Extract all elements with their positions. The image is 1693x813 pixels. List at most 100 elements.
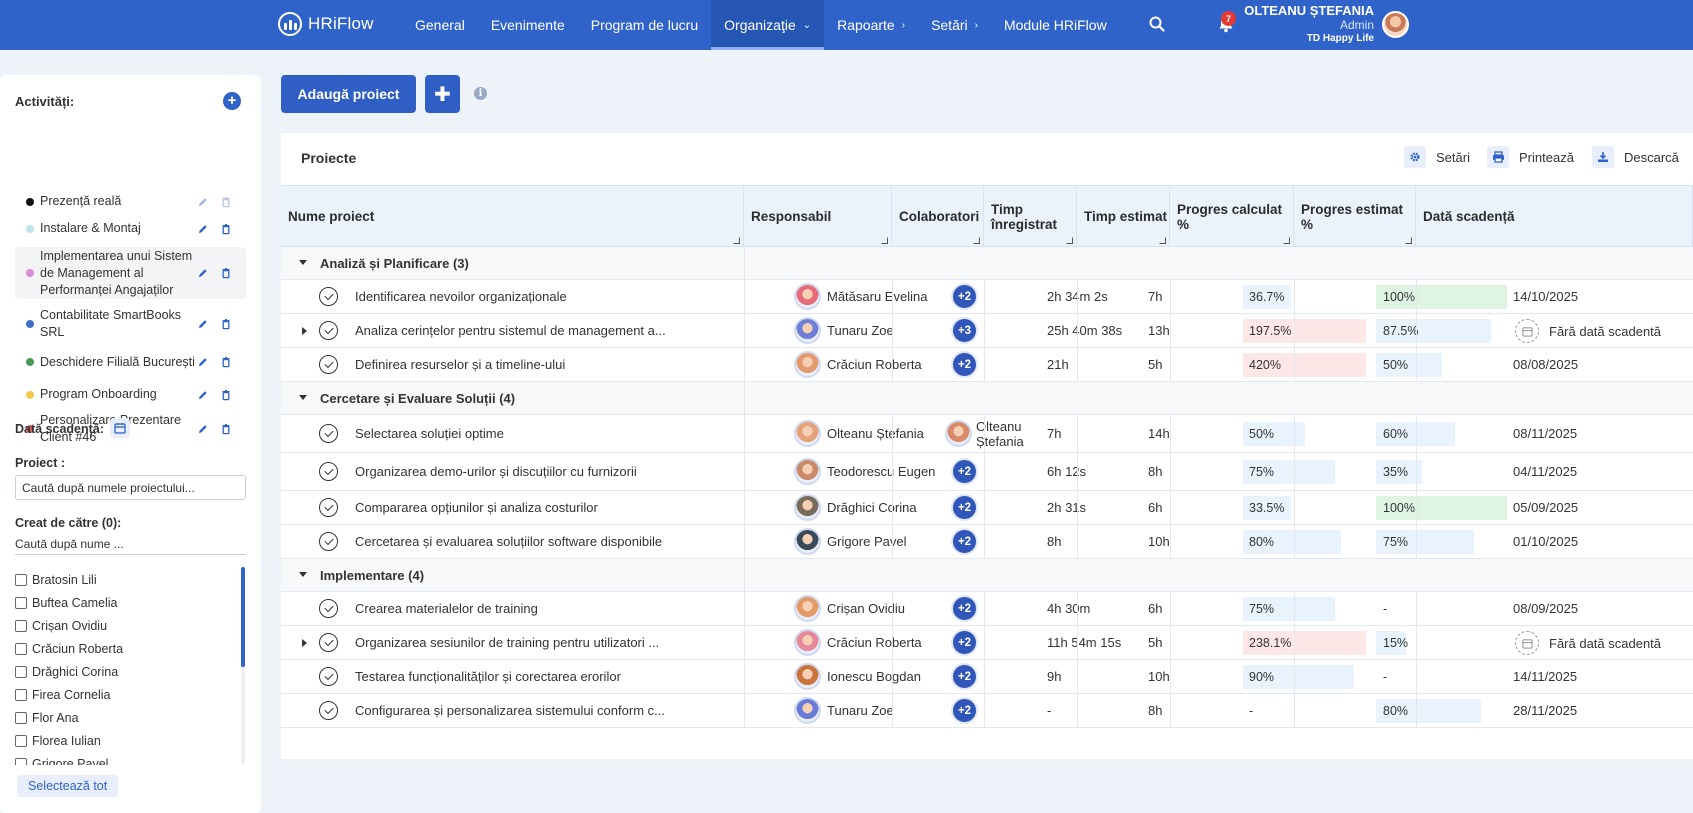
info-icon[interactable]: i (474, 87, 487, 100)
collaborators-badge[interactable]: +3 (951, 317, 978, 344)
task-complete-icon[interactable] (319, 498, 338, 517)
project-name[interactable]: Organizarea sesiunilor de training pentr… (355, 635, 660, 650)
edit-icon[interactable] (197, 267, 209, 279)
checkbox[interactable] (15, 619, 27, 632)
checkbox[interactable] (15, 711, 27, 724)
trash-icon[interactable] (220, 389, 232, 401)
checkbox[interactable] (15, 665, 27, 678)
table-row[interactable]: Identificarea nevoilor organizaționale Mă… (281, 280, 1693, 314)
task-complete-icon[interactable] (319, 667, 338, 686)
caret-down-icon[interactable] (299, 260, 307, 265)
checkbox[interactable] (15, 757, 27, 765)
creator-option[interactable]: Florea Iulian (15, 729, 230, 752)
app-logo[interactable]: HRiFlow (278, 12, 374, 36)
column-header-responsabil[interactable]: Responsabil (744, 186, 892, 247)
download-button[interactable]: Descarcă (1592, 146, 1679, 168)
project-search-input[interactable] (15, 475, 246, 500)
table-row[interactable]: Definirea resurselor și a timeline-ului C… (281, 348, 1693, 382)
nav-organizatie[interactable]: Organizaţie ⌄ (711, 0, 825, 50)
collaborators-badge[interactable]: +2 (951, 458, 978, 485)
resize-handle[interactable] (733, 237, 740, 244)
user-avatar[interactable] (1382, 11, 1409, 38)
activity-item[interactable]: Contabilitate SmartBooks SRL (15, 307, 246, 341)
nav-rapoarte[interactable]: Rapoarte › (824, 0, 918, 50)
checkbox[interactable] (15, 688, 27, 701)
resize-handle[interactable] (1159, 237, 1166, 244)
trash-icon[interactable] (220, 423, 232, 435)
nav-general[interactable]: General (402, 0, 478, 50)
project-name[interactable]: Crearea materialelor de training (355, 601, 538, 616)
activity-item[interactable]: Program Onboarding (15, 385, 246, 404)
task-complete-icon[interactable] (319, 287, 338, 306)
resize-handle[interactable] (1283, 237, 1290, 244)
collaborators-badge[interactable]: +2 (951, 663, 978, 690)
table-row[interactable]: Configurarea și personalizarea sistemulu… (281, 694, 1693, 728)
caret-down-icon[interactable] (299, 572, 307, 577)
caret-down-icon[interactable] (299, 395, 307, 400)
project-name[interactable]: Definirea resurselor și a timeline-ului (355, 357, 566, 372)
task-complete-icon[interactable] (319, 532, 338, 551)
task-complete-icon[interactable] (319, 321, 338, 340)
collaborators-badge[interactable]: +2 (951, 595, 978, 622)
column-header-progres-calculat[interactable]: Progres calculat % (1170, 186, 1294, 247)
creator-option[interactable]: Crișan Ovidiu (15, 614, 230, 637)
project-name[interactable]: Testarea funcționalităților și corectare… (355, 669, 621, 684)
user-menu[interactable]: OLTEANU ȘTEFANIA Admin TD Happy Life (1238, 4, 1374, 46)
task-complete-icon[interactable] (319, 424, 338, 443)
trash-icon[interactable] (220, 318, 232, 330)
no-date-calendar-icon[interactable] (1515, 319, 1539, 343)
column-header-nume-proiect[interactable]: Nume proiect (281, 186, 744, 247)
creator-list-scrollbar[interactable] (241, 567, 245, 764)
resize-handle[interactable] (881, 237, 888, 244)
column-header-timp-inregistrat[interactable]: Timp înregistrat (984, 186, 1077, 247)
table-row[interactable]: Organizarea sesiunilor de training pentr… (281, 626, 1693, 660)
nav-program-de-lucru[interactable]: Program de lucru (578, 0, 711, 50)
collaborators-badge[interactable]: +2 (951, 629, 978, 656)
checkbox[interactable] (15, 573, 27, 586)
task-complete-icon[interactable] (319, 462, 338, 481)
project-name[interactable]: Selectarea soluției optime (355, 426, 504, 441)
table-row[interactable]: Selectarea soluției optime Olteanu Ștefan… (281, 415, 1693, 453)
project-name[interactable]: Compararea opțiunilor și analiza costuri… (355, 500, 598, 515)
task-complete-icon[interactable] (319, 701, 338, 720)
resize-handle[interactable] (973, 237, 980, 244)
due-date[interactable]: Fără dată scadentă (1515, 631, 1661, 655)
due-date[interactable]: Fără dată scadentă (1515, 319, 1661, 343)
collaborators-badge[interactable]: +2 (951, 283, 978, 310)
checkbox[interactable] (15, 642, 27, 655)
creator-option[interactable]: Firea Cornelia (15, 683, 230, 706)
no-date-calendar-icon[interactable] (1515, 631, 1539, 655)
table-row[interactable]: Analiza cerințelor pentru sistemul de ma… (281, 314, 1693, 348)
add-project-button[interactable]: Adaugă proiect (281, 75, 416, 113)
edit-icon[interactable] (197, 356, 209, 368)
creator-option[interactable]: Drăghici Corina (15, 660, 230, 683)
group-row[interactable]: Analiză și Planificare (3) (281, 247, 1693, 280)
table-row[interactable]: Compararea opțiunilor și analiza costuri… (281, 491, 1693, 525)
add-activity-button[interactable]: + (223, 92, 241, 110)
task-complete-icon[interactable] (319, 633, 338, 652)
caret-right-icon[interactable] (302, 639, 307, 647)
activity-item[interactable]: Prezență reală (15, 192, 246, 211)
activity-item[interactable]: Implementarea unui Sistem de Management … (15, 247, 246, 299)
trash-icon[interactable] (220, 223, 232, 235)
checkbox[interactable] (15, 734, 27, 747)
nav-setari[interactable]: Setări › (918, 0, 991, 50)
collaborators-badge[interactable]: +2 (951, 351, 978, 378)
group-row[interactable]: Implementare (4) (281, 559, 1693, 592)
trash-icon[interactable] (220, 356, 232, 368)
column-header-colaboratori[interactable]: Colaboratori (892, 186, 984, 247)
task-complete-icon[interactable] (319, 355, 338, 374)
creator-option[interactable]: Buftea Camelia (15, 591, 230, 614)
nav-module-hriflow[interactable]: Module HRiFlow (991, 0, 1120, 50)
table-row[interactable]: Cercetarea și evaluarea soluțiilor softw… (281, 525, 1693, 559)
creator-option[interactable]: Flor Ana (15, 706, 230, 729)
project-name[interactable]: Analiza cerințelor pentru sistemul de ma… (355, 323, 666, 338)
table-row[interactable]: Organizarea demo-urilor și discuțiilor c… (281, 453, 1693, 491)
activity-item[interactable]: Deschidere Filială București (15, 345, 246, 379)
nav-evenimente[interactable]: Evenimente (478, 0, 578, 50)
creator-search-input[interactable] (15, 533, 246, 555)
column-header-progres-estimat[interactable]: Progres estimat % (1294, 186, 1416, 247)
settings-button[interactable]: Setări (1404, 146, 1470, 168)
project-name[interactable]: Organizarea demo-urilor și discuțiilor c… (355, 464, 637, 479)
creator-option[interactable]: Grigore Pavel (15, 752, 230, 765)
